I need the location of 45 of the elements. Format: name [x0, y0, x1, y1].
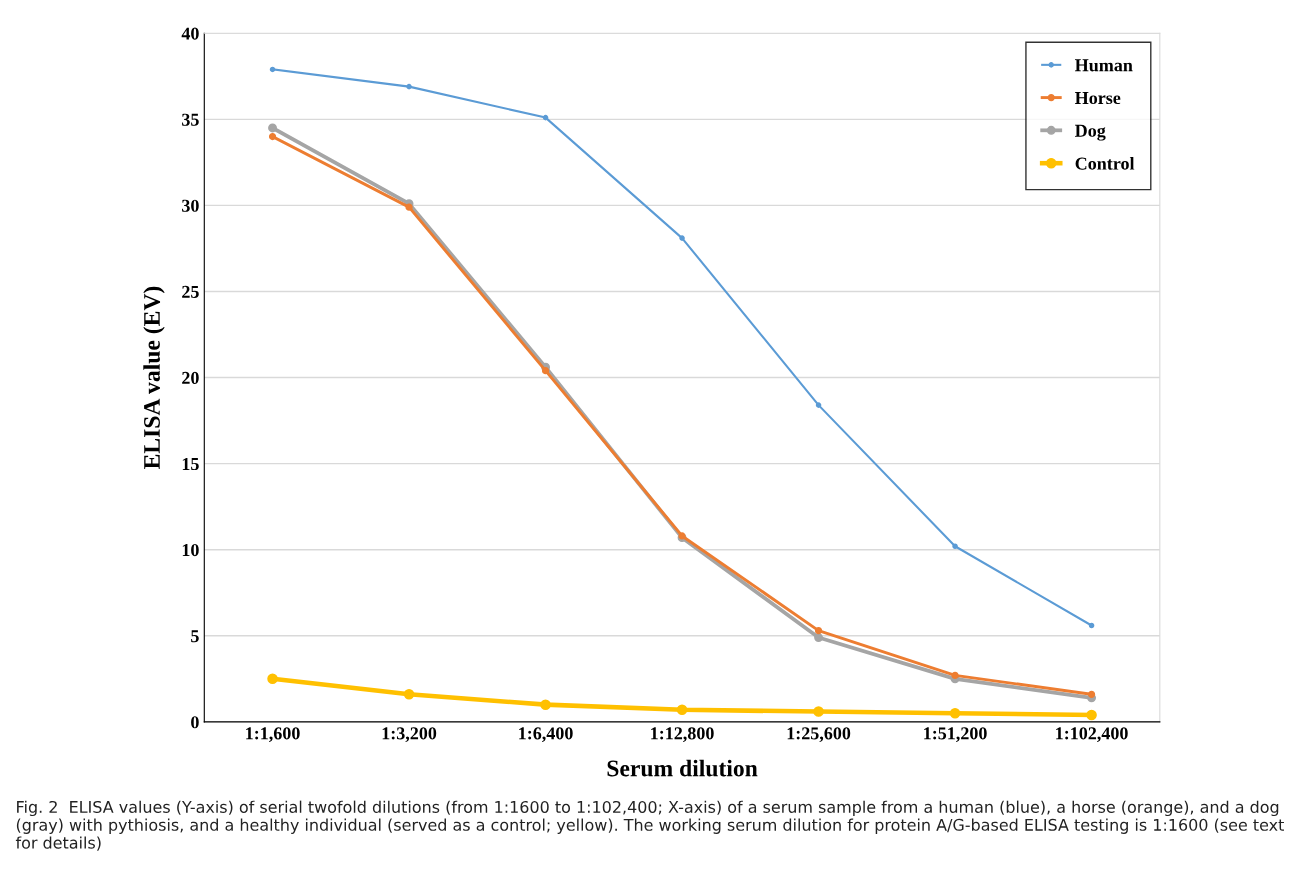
point	[679, 235, 685, 241]
y-tick-label: 40	[181, 27, 199, 40]
x-tick-label: 1:3,200	[382, 727, 437, 743]
x-tick-label: 1:1,600	[246, 727, 300, 743]
point	[1088, 622, 1095, 629]
point	[1086, 709, 1097, 721]
y-tick-label: 10	[182, 543, 199, 557]
y-tick-label: 0	[191, 716, 199, 729]
point	[814, 633, 824, 642]
legend-label: Horse	[1074, 92, 1121, 105]
x-tick-label: 1:25,600	[787, 727, 851, 743]
point	[676, 704, 688, 716]
point	[268, 132, 277, 141]
point	[815, 402, 822, 408]
y-tick-label: 35	[182, 113, 199, 126]
point	[542, 114, 549, 121]
caption: Fig. 2 ELISA values (Y-axis) of serial twofold dilutions (from 1:1600 to 1:102,400; X-axis) of a serum sample from a human (blue), a horse (orange), and a dog (gray) with pythiosis, and a healthy individual (served as a control; yellow). The working serum dilution for protein A/G-based ELISA testing is 1:1600 (see text for details)	[15, 800, 1284, 851]
point	[952, 543, 958, 550]
point	[268, 123, 277, 133]
x-tick-label: 1:51,200	[924, 727, 987, 743]
point	[814, 627, 823, 635]
y-axis-title: ELISA value (EV)	[143, 286, 165, 469]
y-tick-label: 20	[182, 371, 199, 384]
y-tick-label: 5	[191, 630, 199, 643]
point	[405, 203, 413, 211]
x-tick-label: 1:12,800	[651, 727, 714, 743]
point	[949, 707, 961, 719]
y-tick-label: 30	[182, 199, 199, 212]
y-tick-label: 25	[182, 285, 199, 298]
point	[403, 689, 415, 700]
point	[269, 66, 276, 73]
legend-label: Control	[1075, 156, 1135, 170]
y-tick-label: 15	[182, 457, 199, 471]
point	[1087, 690, 1096, 698]
x-tick-label: 1:6,400	[519, 727, 573, 743]
point	[540, 699, 551, 710]
point	[541, 367, 550, 375]
point	[267, 673, 278, 685]
legend-label: Human	[1074, 59, 1133, 72]
point	[406, 83, 412, 90]
x-tick-label: 1:102,400	[1056, 727, 1128, 743]
legend-label: Dog	[1075, 124, 1106, 141]
point	[951, 671, 959, 680]
x-axis-title: Serum dilution	[607, 759, 758, 777]
point	[813, 706, 824, 717]
